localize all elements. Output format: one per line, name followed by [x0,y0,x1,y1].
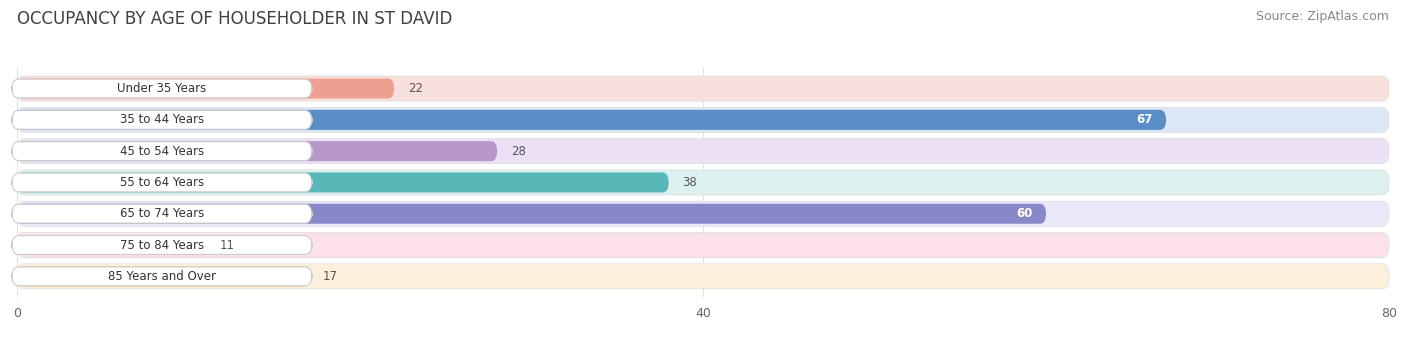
Text: 55 to 64 Years: 55 to 64 Years [120,176,204,189]
FancyBboxPatch shape [17,201,1389,226]
Text: 38: 38 [682,176,697,189]
FancyBboxPatch shape [11,236,312,254]
FancyBboxPatch shape [17,264,1389,289]
FancyBboxPatch shape [17,78,394,99]
FancyBboxPatch shape [17,76,1389,101]
FancyBboxPatch shape [11,204,312,223]
Text: 28: 28 [510,145,526,158]
FancyBboxPatch shape [17,233,1389,257]
FancyBboxPatch shape [17,173,669,192]
Text: 11: 11 [219,239,235,252]
FancyBboxPatch shape [17,266,308,286]
FancyBboxPatch shape [17,107,1389,132]
FancyBboxPatch shape [17,170,1389,195]
Text: 60: 60 [1017,207,1032,220]
FancyBboxPatch shape [17,204,1046,224]
Text: 67: 67 [1136,113,1153,126]
Text: OCCUPANCY BY AGE OF HOUSEHOLDER IN ST DAVID: OCCUPANCY BY AGE OF HOUSEHOLDER IN ST DA… [17,10,453,28]
Text: Under 35 Years: Under 35 Years [117,82,207,95]
Text: Source: ZipAtlas.com: Source: ZipAtlas.com [1256,10,1389,23]
Text: 85 Years and Over: 85 Years and Over [108,270,215,283]
FancyBboxPatch shape [17,141,498,161]
Text: 17: 17 [322,270,337,283]
FancyBboxPatch shape [11,267,312,286]
FancyBboxPatch shape [11,79,312,98]
FancyBboxPatch shape [17,110,1166,130]
FancyBboxPatch shape [17,235,205,255]
FancyBboxPatch shape [11,173,312,192]
FancyBboxPatch shape [17,139,1389,164]
Text: 75 to 84 Years: 75 to 84 Years [120,239,204,252]
Text: 22: 22 [408,82,423,95]
FancyBboxPatch shape [11,110,312,129]
Text: 35 to 44 Years: 35 to 44 Years [120,113,204,126]
Text: 65 to 74 Years: 65 to 74 Years [120,207,204,220]
FancyBboxPatch shape [11,142,312,161]
Text: 45 to 54 Years: 45 to 54 Years [120,145,204,158]
